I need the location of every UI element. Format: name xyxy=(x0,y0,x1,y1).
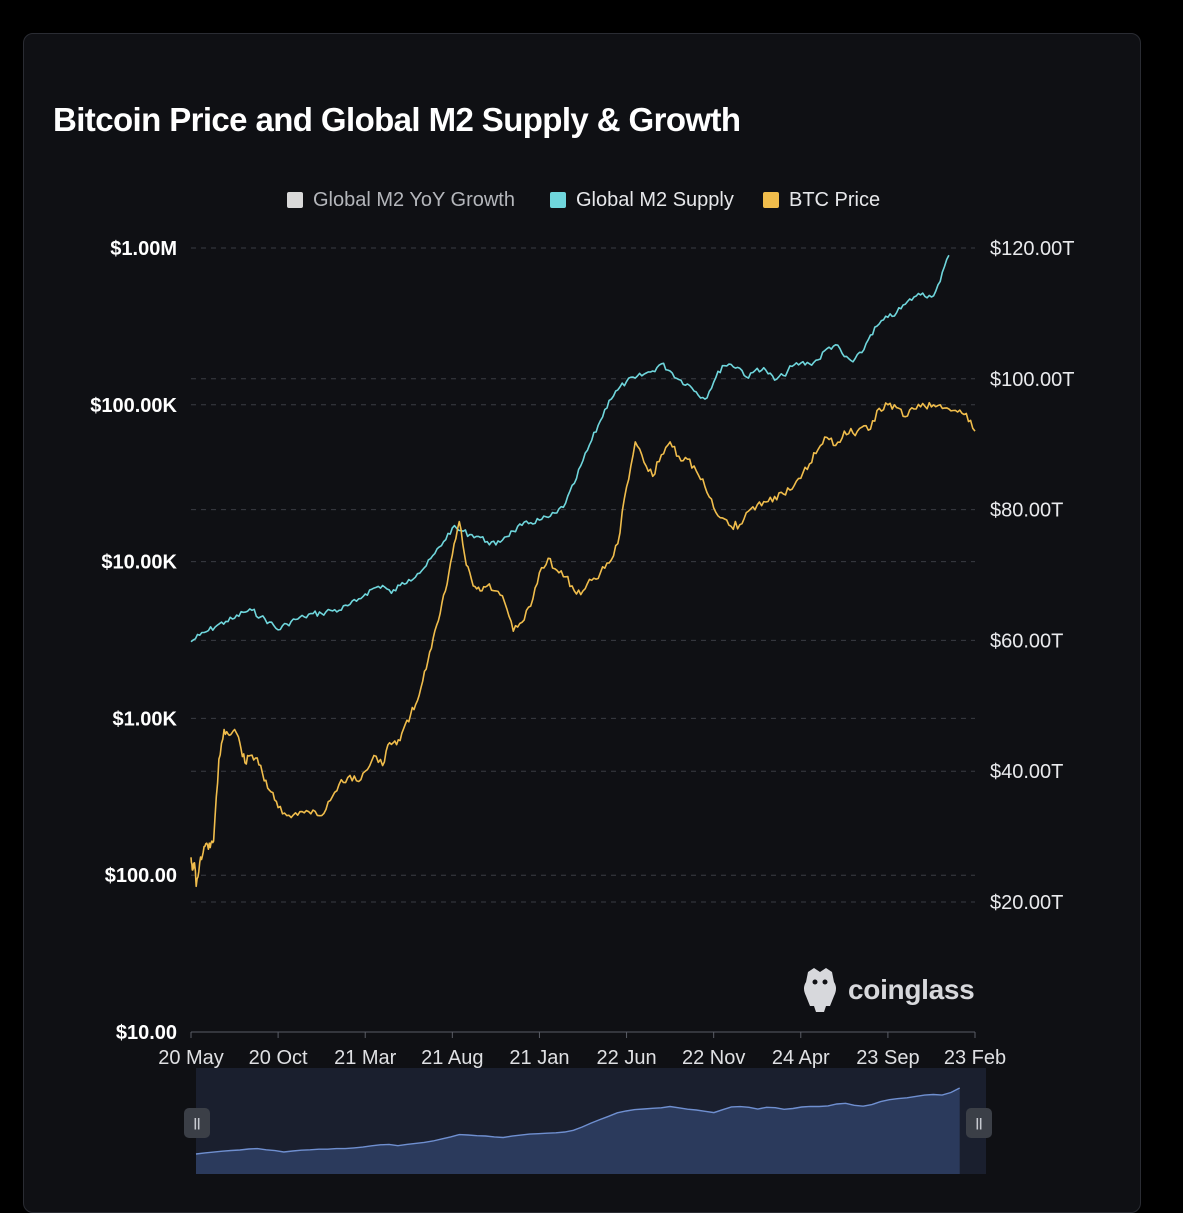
y-right-tick-label: $20.00T xyxy=(990,892,1063,914)
x-tick-label: 20 May xyxy=(158,1047,224,1069)
y-left-tick-label: $1.00K xyxy=(113,708,178,730)
legend-label: Global M2 Supply xyxy=(576,188,734,211)
x-tick-label: 24 Apr xyxy=(772,1047,830,1069)
x-tick-label: 22 Jun xyxy=(597,1047,657,1069)
x-tick-label: 23 Sep xyxy=(856,1047,919,1069)
legend-swatch xyxy=(550,192,566,208)
y-left-tick-label: $100.00 xyxy=(105,865,177,887)
y-right-tick-label: $40.00T xyxy=(990,761,1063,783)
coinglass-mascot-icon xyxy=(804,968,836,1012)
y-right-tick-label: $60.00T xyxy=(990,630,1063,652)
watermark: coinglass xyxy=(800,966,975,1014)
chart-title: Bitcoin Price and Global M2 Supply & Gro… xyxy=(53,101,741,138)
legend-item-m2-yoy-growth[interactable]: Global M2 YoY Growth xyxy=(287,186,515,214)
legend-item-m2-supply[interactable]: Global M2 Supply xyxy=(550,186,734,214)
y-left-tick-label: $10.00K xyxy=(101,552,177,574)
y-right-tick-label: $80.00T xyxy=(990,500,1063,522)
legend-swatch xyxy=(763,192,779,208)
x-tick-label: 21 Mar xyxy=(334,1047,397,1069)
legend-item-btc-price[interactable]: BTC Price xyxy=(763,186,880,214)
range-slider-line xyxy=(195,1087,961,1155)
x-tick-label: 23 Feb xyxy=(944,1047,1006,1069)
y-left-tick-label: $1.00M xyxy=(110,238,177,260)
series-line-btc-price xyxy=(190,401,976,888)
range-slider[interactable] xyxy=(186,1068,992,1174)
legend-label: BTC Price xyxy=(789,188,881,211)
range-handle-left[interactable]: || xyxy=(184,1108,210,1138)
y-left-tick-label: $100.00K xyxy=(90,395,177,417)
x-tick-label: 22 Nov xyxy=(682,1047,745,1069)
range-slider-area xyxy=(196,1088,960,1174)
legend-swatch xyxy=(287,192,303,208)
watermark-text: coinglass xyxy=(848,974,975,1005)
y-right-tick-label: $120.00T xyxy=(990,238,1075,260)
x-tick-label: 20 Oct xyxy=(249,1047,308,1069)
range-handle-right[interactable]: || xyxy=(966,1108,992,1138)
y-right-tick-label: $100.00T xyxy=(990,369,1075,391)
x-tick-label: 21 Aug xyxy=(421,1047,483,1069)
chart-plot: $10.00 $100.00 $1.00K $10.00K $100.00K $1.00M… xyxy=(90,238,1075,1069)
chart-card xyxy=(23,33,1141,1213)
series-line-global-m2-supply xyxy=(190,254,950,643)
legend-label: Global M2 YoY Growth xyxy=(313,188,515,211)
y-left-tick-label: $10.00 xyxy=(116,1022,177,1044)
x-tick-label: 21 Jan xyxy=(509,1047,569,1069)
legend: Global M2 YoY Growth Global M2 Supply BT… xyxy=(0,186,1183,214)
